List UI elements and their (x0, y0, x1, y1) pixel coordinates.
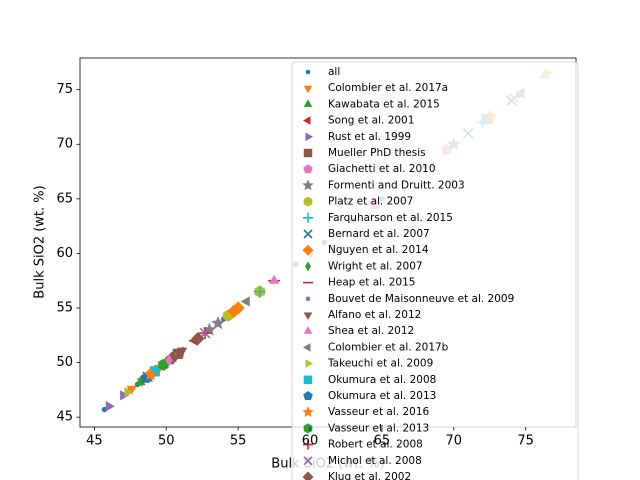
data-point (124, 386, 134, 398)
data-point (176, 347, 188, 357)
legend-label: Nguyen et al. 2014 (328, 244, 429, 256)
legend-marker (303, 229, 313, 239)
data-point (253, 285, 266, 298)
legend-label: Michol et al. 2008 (328, 455, 422, 467)
y-tick-label: 75 (56, 82, 73, 97)
x-tick-label: 45 (86, 434, 103, 449)
y-tick-label: 60 (56, 246, 73, 261)
x-tick-label: 75 (517, 434, 534, 449)
legend: all Colombier et al. 2017a Kawabata et al.… (291, 61, 579, 480)
data-point (211, 316, 225, 330)
legend-label: Rust et al. 1999 (328, 131, 411, 143)
legend-marker (302, 244, 314, 256)
legend-marker (303, 196, 313, 207)
x-tick-label: 60 (302, 434, 319, 449)
data-point (165, 354, 173, 367)
data-point (143, 367, 158, 381)
y-tick-label: 50 (56, 355, 73, 370)
legend-marker (303, 326, 313, 334)
x-tick-label: 50 (158, 434, 175, 449)
legend-marker (305, 296, 311, 302)
legend-label: Klug et al. 2002 (328, 471, 411, 480)
legend-label: Farquharson et al. 2015 (328, 212, 453, 224)
legend-label: Platz et al. 2007 (328, 196, 413, 208)
y-tick-label: 45 (56, 410, 73, 425)
legend-label: Vasseur et al. 2016 (328, 406, 429, 418)
legend-label: Song et al. 2001 (328, 115, 414, 127)
x-tick-label: 55 (230, 434, 247, 449)
data-point (191, 331, 205, 346)
legend-marker (302, 406, 314, 418)
legend-label: Okumura et al. 2008 (328, 374, 436, 386)
legend-marker (303, 375, 313, 385)
legend-marker (302, 179, 314, 191)
legend-label: Shea et al. 2012 (328, 325, 414, 337)
x-tick-label: 70 (446, 434, 463, 449)
legend-label: Bernard et al. 2007 (328, 228, 430, 240)
legend-marker (305, 261, 311, 272)
legend-label: Kawabata et al. 2015 (328, 98, 440, 110)
legend-marker (303, 423, 313, 434)
legend-marker (303, 343, 311, 352)
legend-marker (305, 359, 313, 368)
legend-marker (305, 132, 313, 142)
data-point (231, 301, 245, 315)
data-point (158, 358, 169, 371)
legend-box (291, 61, 579, 480)
legend-label: Vasseur et al. 2013 (328, 422, 429, 434)
legend-marker (303, 391, 313, 401)
legend-label: Bouvet de Maisonneuve et al. 2009 (328, 293, 514, 305)
legend-label: Colombier et al. 2017a (328, 82, 448, 94)
legend-marker (303, 164, 313, 174)
y-tick-label: 70 (56, 137, 73, 152)
legend-marker (302, 471, 314, 480)
legend-label: Robert et al. 2008 (328, 439, 423, 451)
legend-marker (303, 212, 313, 223)
data-point (126, 385, 137, 395)
legend-label: Formenti and Druitt. 2003 (328, 179, 465, 191)
legend-marker (303, 116, 311, 125)
legend-marker (303, 439, 313, 450)
y-tick-label: 55 (56, 301, 73, 316)
legend-marker (303, 148, 313, 158)
data-point (135, 376, 146, 386)
legend-label: Takeuchi et al. 2009 (327, 358, 433, 370)
y-tick-label: 65 (56, 191, 73, 206)
legend-marker (303, 456, 313, 466)
legend-label: Mueller PhD thesis (328, 147, 426, 159)
legend-label: Heap et al. 2015 (328, 277, 415, 289)
legend-marker (303, 99, 313, 107)
legend-marker (305, 69, 311, 75)
legend-label: Giachetti et al. 2010 (328, 163, 436, 175)
data-point (165, 351, 179, 365)
legend-label: Wright et al. 2007 (328, 260, 423, 272)
data-point (227, 304, 241, 318)
data-point (105, 401, 115, 412)
legend-marker (303, 85, 313, 94)
y-axis-label: Bulk SiO2 (wt. %) (33, 185, 48, 298)
legend-label: all (328, 66, 340, 78)
data-point (240, 296, 250, 307)
legend-marker (303, 312, 313, 320)
legend-label: Colombier et al. 2017b (328, 341, 449, 353)
legend-label: Okumura et al. 2013 (328, 390, 436, 402)
legend-label: Alfano et al. 2012 (328, 309, 421, 321)
data-point (268, 274, 280, 284)
x-tick-label: 65 (374, 434, 391, 449)
